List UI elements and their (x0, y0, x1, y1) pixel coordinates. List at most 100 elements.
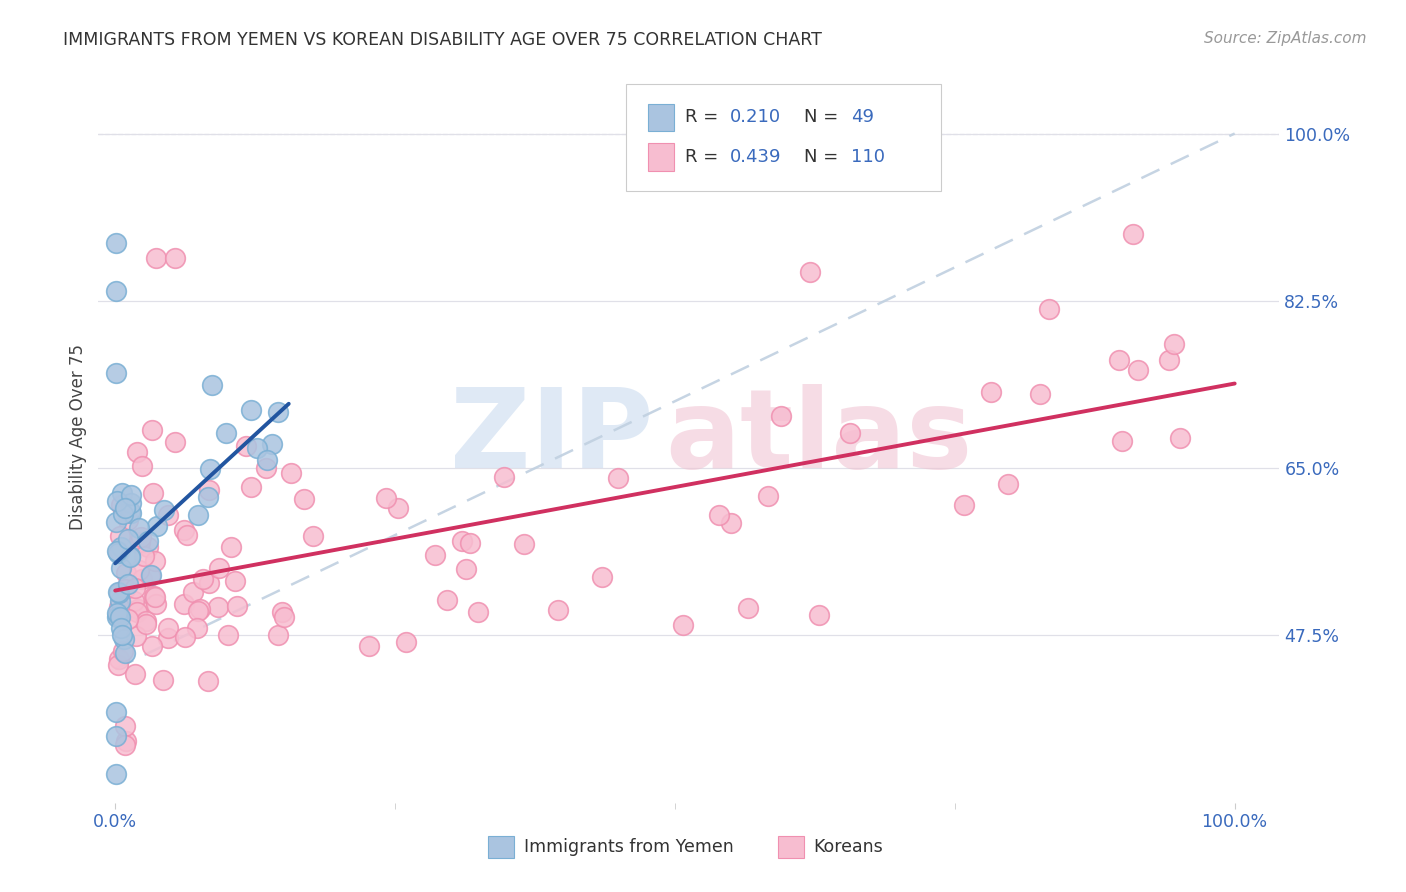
Point (591, 569, 613, 583)
Point (215, 425, 238, 440)
Point (131, 458, 153, 473)
Point (176, 528, 198, 542)
Point (260, 436, 283, 450)
Text: Source: ZipAtlas.com: Source: ZipAtlas.com (1204, 31, 1367, 46)
Point (135, 617, 157, 632)
Point (181, 585, 204, 599)
Point (114, 646, 136, 660)
Point (246, 442, 269, 456)
Point (271, 605, 294, 619)
Text: 0.439: 0.439 (730, 148, 782, 166)
Point (208, 561, 231, 575)
Text: 110: 110 (851, 148, 884, 166)
Point (292, 492, 315, 507)
Point (108, 544, 131, 558)
Point (492, 470, 515, 484)
Point (425, 548, 447, 562)
Point (188, 602, 211, 616)
Text: 0.210: 0.210 (730, 109, 782, 127)
Text: ZIP: ZIP (450, 384, 654, 491)
Point (141, 423, 163, 437)
Text: N =: N = (803, 109, 844, 127)
Point (114, 566, 136, 580)
Point (302, 529, 325, 543)
Point (107, 546, 129, 560)
Point (114, 582, 136, 596)
Point (769, 409, 792, 423)
Point (129, 534, 152, 549)
Text: R =: R = (685, 148, 724, 166)
Point (1122, 227, 1144, 241)
Point (240, 402, 263, 417)
Point (607, 471, 630, 485)
Point (129, 537, 152, 551)
Point (122, 594, 145, 608)
Point (125, 445, 148, 459)
Point (1170, 432, 1192, 446)
Point (143, 554, 166, 568)
Point (110, 561, 132, 575)
Point (120, 488, 142, 502)
Point (124, 667, 146, 681)
Point (134, 549, 156, 563)
Point (200, 461, 222, 475)
Point (110, 498, 132, 512)
Point (458, 536, 481, 550)
Point (120, 495, 142, 509)
Point (197, 491, 219, 505)
Point (110, 540, 132, 554)
FancyBboxPatch shape (626, 84, 941, 191)
Point (111, 508, 134, 522)
Point (235, 439, 257, 453)
Point (163, 251, 186, 265)
Point (1111, 434, 1133, 448)
Point (256, 461, 278, 475)
Point (145, 251, 167, 265)
Point (128, 563, 150, 577)
Point (672, 618, 695, 632)
Point (111, 628, 134, 642)
Point (127, 602, 149, 616)
Point (387, 500, 409, 515)
Point (127, 605, 149, 619)
Point (138, 569, 160, 583)
Point (547, 603, 569, 617)
Point (839, 425, 862, 440)
Point (737, 601, 759, 615)
Point (467, 606, 489, 620)
Point (513, 537, 536, 551)
Bar (648, 143, 673, 171)
Point (105, 236, 128, 251)
Point (117, 577, 139, 591)
Point (191, 572, 214, 586)
Point (117, 612, 139, 626)
Point (267, 405, 290, 419)
Point (186, 621, 208, 635)
Point (799, 265, 821, 279)
Point (280, 466, 302, 480)
Point (226, 599, 249, 614)
Point (105, 366, 128, 380)
Point (807, 607, 830, 622)
Point (105, 543, 128, 558)
Point (120, 549, 142, 563)
Point (107, 652, 129, 666)
Text: 49: 49 (851, 109, 873, 127)
Point (357, 640, 380, 654)
Point (221, 540, 243, 554)
Text: R =: R = (685, 109, 724, 127)
Point (207, 600, 229, 615)
Point (1159, 352, 1181, 367)
Point (156, 631, 179, 645)
Point (136, 534, 159, 549)
Point (107, 657, 129, 672)
Point (117, 532, 139, 546)
Point (124, 629, 146, 643)
Point (217, 628, 239, 642)
Point (395, 634, 418, 648)
Point (110, 622, 132, 636)
Point (128, 521, 150, 535)
Text: Koreans: Koreans (813, 838, 883, 855)
Bar (488, 836, 515, 858)
Point (163, 434, 186, 449)
